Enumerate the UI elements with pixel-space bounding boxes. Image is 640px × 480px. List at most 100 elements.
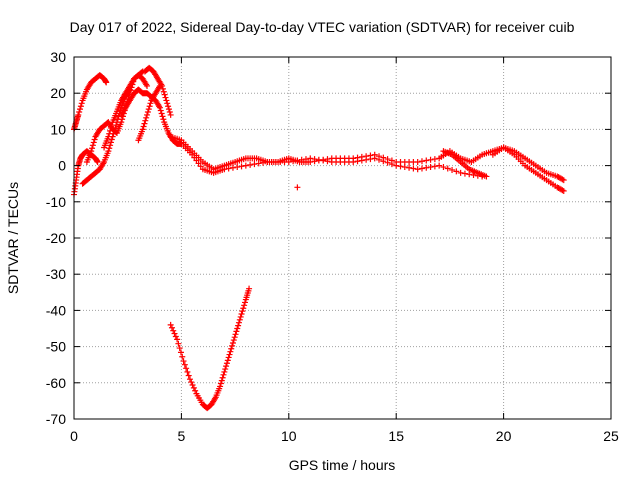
data-point-arc-i	[418, 158, 425, 165]
data-point-arc-h	[167, 111, 174, 118]
data-point-v-dip	[241, 302, 248, 309]
data-point-arc-j	[444, 165, 451, 172]
data-point-v-dip	[168, 324, 175, 331]
x-axis-label: GPS time / hours	[289, 457, 396, 473]
data-point-arc-g	[142, 117, 149, 124]
data-point-v-dip	[235, 319, 242, 326]
data-point-arc-j	[234, 164, 241, 171]
data-point-v-dip	[177, 349, 184, 356]
data-point-arc-j	[410, 165, 417, 172]
x-tick-label: 0	[70, 428, 78, 444]
data-point-arc-j	[225, 165, 232, 172]
data-point-v-dip	[217, 383, 224, 390]
data-point-arc-h	[163, 97, 170, 104]
data-point-arc-g	[145, 106, 152, 113]
y-tick-label: 0	[58, 158, 66, 174]
data-point-v-dip	[172, 333, 179, 340]
data-point-arc-j	[320, 157, 327, 164]
data-point-v-dip	[190, 384, 197, 391]
data-point-arc-j	[255, 160, 262, 167]
data-point-arc-k	[560, 187, 567, 194]
data-point-v-dip	[238, 311, 245, 318]
data-point-arc-j	[380, 158, 387, 165]
data-point-arc-j	[457, 169, 464, 176]
data-point-v-dip	[241, 299, 248, 306]
data-point-arc-j	[302, 156, 309, 163]
data-point-arc-j	[354, 158, 361, 165]
data-point-v-dip	[232, 331, 239, 338]
y-tick-label: -70	[46, 411, 66, 427]
y-tick-labels: 30 20 10 0 -10 -20 -30 -40 -50 -60 -70	[46, 49, 66, 427]
grid	[74, 57, 611, 419]
data-point-arc-f	[158, 110, 165, 117]
data-point-v-dip	[189, 381, 196, 388]
y-tick-label: -40	[46, 302, 66, 318]
data-point-arc-i	[560, 177, 567, 184]
y-tick-label: -30	[46, 266, 66, 282]
axis-ticks	[73, 56, 612, 420]
data-point-arc-a	[76, 109, 83, 116]
data-point-v-dip	[229, 342, 236, 349]
data-point-arc-j	[358, 157, 365, 164]
data-point-v-dip	[239, 308, 246, 315]
y-tick-label: -60	[46, 375, 66, 391]
x-tick-label: 15	[388, 428, 404, 444]
data-point-arc-j	[315, 156, 322, 163]
data-point-arc-a	[78, 100, 85, 107]
data-point-arc-j	[401, 164, 408, 171]
y-tick-label: -50	[46, 339, 66, 355]
y-axis-label: SDTVAR / TECUs	[5, 182, 21, 294]
data-point-v-dip	[225, 354, 232, 361]
data-point-arc-j	[229, 164, 236, 171]
data-point-arc-a	[75, 111, 82, 118]
data-point-v-dip	[180, 358, 187, 365]
data-point-arc-j	[324, 158, 331, 165]
data-point-v-dip	[179, 353, 186, 360]
data-point-arc-h	[165, 103, 172, 110]
y-tick-label: 30	[50, 49, 66, 65]
data-point-v-dip	[228, 345, 235, 352]
data-point-arc-j	[290, 158, 297, 165]
y-tick-label: -10	[46, 194, 66, 210]
data-point-v-dip	[184, 368, 191, 375]
data-point-arc-j	[418, 165, 425, 172]
data-point-arc-d	[89, 145, 96, 152]
data-point-arc-j	[260, 159, 267, 166]
data-point-arc-j	[307, 155, 314, 162]
data-point-arc-d	[138, 69, 145, 76]
data-point-arc-h	[159, 85, 166, 92]
data-point-arc-d	[90, 139, 97, 146]
data-point-arc-h	[162, 94, 169, 101]
data-point-arc-f	[156, 104, 163, 111]
data-point-arc-k	[559, 187, 566, 194]
data-point-arc-j	[371, 155, 378, 162]
data-point-arc-h	[165, 106, 172, 113]
data-point-arc-d	[118, 119, 125, 126]
data-point-v-dip	[240, 305, 247, 312]
data-point-arc-a	[103, 79, 110, 86]
data-point-arc-g	[140, 123, 147, 130]
data-point-arc-g	[141, 120, 148, 127]
data-point-arc-g	[144, 109, 151, 116]
data-point-arc-e	[106, 130, 113, 137]
data-point-v-dip	[220, 371, 227, 378]
data-point-v-dip	[185, 372, 192, 379]
data-point-v-dip	[171, 330, 178, 337]
data-point-v-dip	[226, 351, 233, 358]
data-point-arc-g	[144, 111, 151, 118]
data-point-arc-j	[440, 164, 447, 171]
data-point-arc-j	[388, 161, 395, 168]
data-point-v-dip	[219, 374, 226, 381]
data-point-arc-f	[157, 107, 164, 114]
data-point-arc-g	[146, 103, 153, 110]
data-point-v-dip	[227, 348, 234, 355]
data-point-arc-d	[89, 142, 96, 149]
data-point-arc-j	[221, 166, 228, 173]
data-point-v-dip	[222, 366, 229, 373]
data-point-arc-h	[166, 109, 173, 116]
data-point-arc-c	[105, 148, 112, 155]
data-point-arc-i	[423, 157, 430, 164]
y-tick-label: 20	[50, 85, 66, 101]
data-point-arc-f	[160, 116, 167, 123]
